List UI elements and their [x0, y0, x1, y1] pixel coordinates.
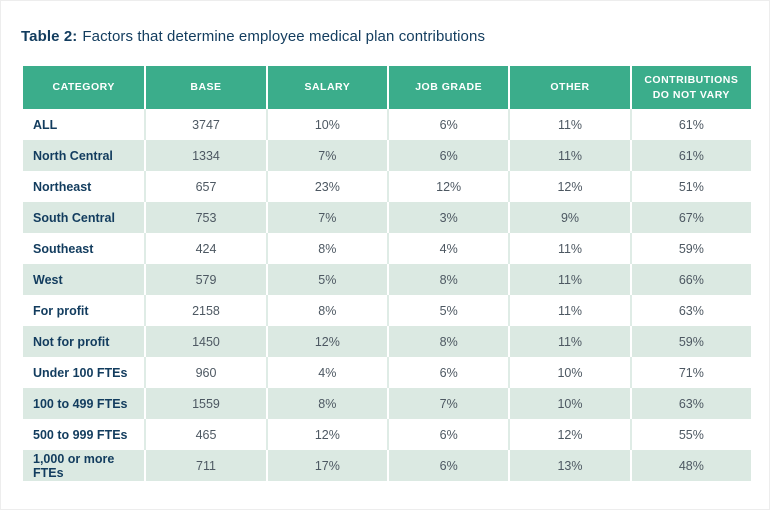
cell-category: South Central	[33, 210, 115, 225]
header-cell-base: BASE	[144, 66, 265, 109]
cell-value: 1559	[144, 388, 265, 419]
page-title: Table 2: Factors that determine employee …	[21, 28, 485, 45]
cell-value: 71%	[629, 357, 751, 388]
table-row: 500 to 999 FTEs 465 12% 6% 12% 55%	[23, 419, 751, 450]
cell-value: 6%	[387, 140, 508, 171]
cell-value: 12%	[508, 171, 629, 202]
cell-value: 63%	[629, 388, 751, 419]
cell-value: 13%	[508, 450, 629, 481]
cell-category: 500 to 999 FTEs	[33, 427, 128, 442]
header-cell-job-grade: JOB GRADE	[387, 66, 508, 109]
cell-value: 11%	[508, 233, 629, 264]
cell-value: 12%	[265, 419, 387, 450]
cell-value: 59%	[629, 326, 751, 357]
table-row: Under 100 FTEs 960 4% 6% 10% 71%	[23, 357, 751, 388]
table-body: ALL 3747 10% 6% 11% 61% North Central 1334 7% 6% 1…	[23, 109, 751, 481]
header-cell-category: CATEGORY	[52, 81, 115, 94]
cell-value: 11%	[508, 264, 629, 295]
cell-value: 10%	[508, 357, 629, 388]
cell-value: 753	[144, 202, 265, 233]
table-row: Southeast 424 8% 4% 11% 59%	[23, 233, 751, 264]
cell-value: 51%	[629, 171, 751, 202]
cell-value: 465	[144, 419, 265, 450]
cell-category: North Central	[33, 148, 113, 163]
cell-value: 8%	[265, 388, 387, 419]
cell-category: Not for profit	[33, 334, 110, 349]
cell-value: 7%	[265, 140, 387, 171]
cell-category: 1,000 or more FTEs	[33, 451, 115, 480]
cell-value: 8%	[387, 326, 508, 357]
cell-category: Southeast	[33, 241, 94, 256]
cell-value: 6%	[387, 357, 508, 388]
cell-value: 11%	[508, 109, 629, 140]
cell-value: 11%	[508, 295, 629, 326]
cell-value: 1334	[144, 140, 265, 171]
cell-category: Northeast	[33, 179, 92, 194]
cell-value: 55%	[629, 419, 751, 450]
table-row: 100 to 499 FTEs 1559 8% 7% 10% 63%	[23, 388, 751, 419]
cell-value: 6%	[387, 419, 508, 450]
cell-value: 59%	[629, 233, 751, 264]
cell-value: 10%	[265, 109, 387, 140]
header-cell-contributions-do-not-vary: CONTRIBUTIONS DO NOT VARY	[629, 66, 751, 109]
cell-value: 960	[144, 357, 265, 388]
cell-value: 7%	[265, 202, 387, 233]
header-cell-other: OTHER	[508, 66, 629, 109]
cell-value: 8%	[265, 295, 387, 326]
cell-value: 9%	[508, 202, 629, 233]
cell-value: 8%	[265, 233, 387, 264]
cell-category: ALL	[33, 117, 58, 132]
cell-value: 63%	[629, 295, 751, 326]
cell-value: 657	[144, 171, 265, 202]
cell-category: 100 to 499 FTEs	[33, 396, 128, 411]
cell-value: 6%	[387, 109, 508, 140]
table-title-text: Factors that determine employee medical …	[82, 28, 486, 45]
data-table: CATEGORY BASE SALARY JOB GRADE OTHER CONTRIBU…	[23, 66, 751, 481]
cell-category: West	[33, 272, 63, 287]
cell-value: 424	[144, 233, 265, 264]
cell-value: 8%	[387, 264, 508, 295]
table-row: South Central 753 7% 3% 9% 67%	[23, 202, 751, 233]
cell-category: Under 100 FTEs	[33, 365, 128, 380]
table-row: Northeast 657 23% 12% 12% 51%	[23, 171, 751, 202]
cell-value: 1450	[144, 326, 265, 357]
table-row: 1,000 or more FTEs 711 17% 6% 13% 48%	[23, 450, 751, 481]
cell-value: 48%	[629, 450, 751, 481]
cell-value: 12%	[387, 171, 508, 202]
cell-value: 11%	[508, 140, 629, 171]
cell-value: 10%	[508, 388, 629, 419]
table-row: For profit 2158 8% 5% 11% 63%	[23, 295, 751, 326]
cell-value: 17%	[265, 450, 387, 481]
cell-value: 23%	[265, 171, 387, 202]
cell-category: For profit	[33, 303, 89, 318]
header-row: CATEGORY BASE SALARY JOB GRADE OTHER CONTRIBU…	[23, 66, 751, 109]
cell-value: 66%	[629, 264, 751, 295]
cell-value: 11%	[508, 326, 629, 357]
cell-value: 12%	[508, 419, 629, 450]
cell-value: 4%	[387, 233, 508, 264]
cell-value: 61%	[629, 140, 751, 171]
table-row: North Central 1334 7% 6% 11% 61%	[23, 140, 751, 171]
cell-value: 4%	[265, 357, 387, 388]
cell-value: 3747	[144, 109, 265, 140]
cell-value: 6%	[387, 450, 508, 481]
cell-value: 579	[144, 264, 265, 295]
table-row: Not for profit 1450 12% 8% 11% 59%	[23, 326, 751, 357]
table-number-label: Table 2:	[21, 28, 78, 45]
cell-value: 711	[144, 450, 265, 481]
cell-value: 12%	[265, 326, 387, 357]
header-cell-salary: SALARY	[265, 66, 387, 109]
cell-value: 61%	[629, 109, 751, 140]
table-row: ALL 3747 10% 6% 11% 61%	[23, 109, 751, 140]
cell-value: 5%	[265, 264, 387, 295]
cell-value: 7%	[387, 388, 508, 419]
cell-value: 67%	[629, 202, 751, 233]
cell-value: 2158	[144, 295, 265, 326]
cell-value: 3%	[387, 202, 508, 233]
cell-value: 5%	[387, 295, 508, 326]
table-row: West 579 5% 8% 11% 66%	[23, 264, 751, 295]
